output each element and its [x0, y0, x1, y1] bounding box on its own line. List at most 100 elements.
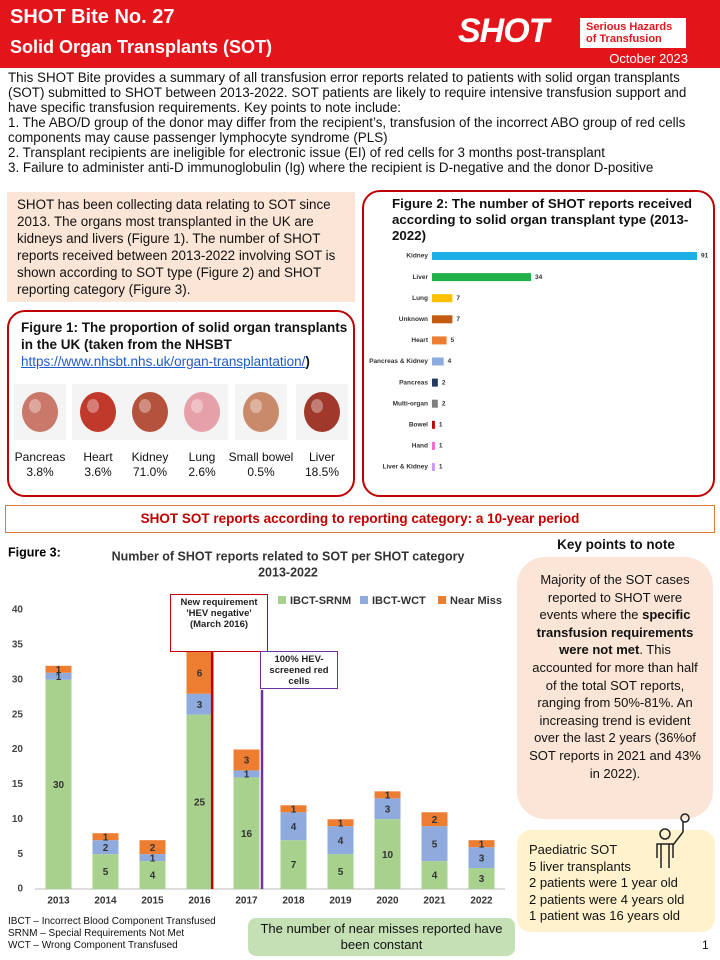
- organ-highlight: [87, 399, 99, 413]
- y-tick-label: 20: [12, 744, 24, 755]
- key-text: . This accounted for more than half of t…: [529, 642, 701, 781]
- value-label: 1: [439, 443, 443, 450]
- paediatric-line: 5 liver transplants: [529, 858, 631, 874]
- value-label: 1: [439, 464, 443, 471]
- y-tick-label: 35: [12, 640, 24, 651]
- bar-segment: [374, 819, 401, 889]
- bar-segment: [374, 791, 401, 799]
- bar-segment: [327, 826, 354, 855]
- y-tick-label: 40: [12, 605, 24, 616]
- footnote: IBCT – Incorrect Blood Component Transfu…: [8, 916, 216, 927]
- organ-percent: 2.6%: [188, 465, 216, 479]
- bar-segment: [374, 798, 401, 820]
- y-tick-label: 0: [17, 884, 23, 895]
- value-label: 34: [535, 274, 543, 281]
- paediatric-line: Paediatric SOT: [529, 842, 618, 857]
- bar-segment: [468, 868, 495, 889]
- legend-label: Near Miss: [450, 595, 502, 607]
- value-label: 3: [479, 853, 485, 864]
- value-label: 1: [291, 804, 297, 815]
- figure2-title: Figure 2: The number of SHOT reports rec…: [392, 196, 692, 243]
- bar-segment: [327, 854, 354, 889]
- organ-shape: [80, 392, 116, 432]
- bar-segment: [186, 714, 213, 889]
- bar-segment: [468, 840, 495, 848]
- value-label: 4: [432, 871, 438, 882]
- bar-segment: [233, 770, 260, 778]
- value-label: 2: [150, 843, 156, 854]
- bar: [432, 441, 435, 450]
- value-label: 2: [442, 379, 446, 386]
- intro-point: 1. The ABO/D group of the donor may diff…: [8, 115, 686, 145]
- chart-subtitle: 2013-2022: [258, 565, 318, 579]
- organ-icon: [235, 384, 287, 440]
- bar: [432, 378, 438, 387]
- value-label: 1: [338, 818, 344, 829]
- organ-percent: 3.6%: [84, 465, 112, 479]
- value-label: 2: [103, 843, 109, 854]
- category-label: Pancreas: [399, 379, 428, 386]
- figure2: Figure 2: The number of SHOT reports rec…: [362, 190, 715, 497]
- legend-swatch: [278, 596, 286, 604]
- organ-highlight: [311, 399, 323, 413]
- value-label: 3: [479, 874, 485, 885]
- organ-icon: [14, 384, 66, 440]
- legend-label: IBCT-SRNM: [290, 595, 351, 607]
- legend-swatch: [438, 596, 446, 604]
- x-tick-label: 2013: [47, 896, 70, 907]
- x-tick-label: 2016: [188, 896, 211, 907]
- intro-point: 2. Transplant recipients are ineligible …: [8, 145, 605, 160]
- value-label: 5: [338, 867, 344, 878]
- category-label: Heart: [411, 337, 428, 344]
- x-tick-label: 2015: [141, 896, 164, 907]
- bar: [432, 399, 438, 408]
- x-tick-label: 2018: [282, 896, 305, 907]
- link[interactable]: https://www.nhsbt.nhs.uk/organ-transplan…: [21, 354, 306, 369]
- banner: SHOT SOT reports according to reporting …: [5, 505, 715, 533]
- key-text: Majority of the SOT cases reported to SH…: [539, 572, 690, 623]
- bar-segment: [280, 812, 307, 841]
- organ-highlight: [250, 399, 262, 413]
- bar-segment: [421, 812, 448, 827]
- value-label: 7: [291, 860, 297, 871]
- bar-segment: [233, 749, 260, 771]
- organ-name: Liver: [308, 450, 335, 464]
- bar: [432, 420, 435, 429]
- organ-icon: [176, 384, 228, 440]
- category-label: Pancreas & Kidney: [369, 358, 428, 365]
- value-label: 3: [385, 804, 391, 815]
- value-label: 5: [432, 839, 438, 850]
- organ-name: Small bowel: [228, 450, 294, 464]
- date: October 2023: [609, 51, 688, 66]
- value-label: 1: [56, 672, 62, 683]
- category-label: Unknown: [399, 316, 428, 323]
- annotation: 100% HEV-screened red cells: [260, 651, 338, 689]
- value-label: 91: [701, 253, 709, 260]
- paediatric: Paediatric SOT 5 liver transplants 2 pat…: [517, 813, 715, 932]
- x-tick-label: 2019: [329, 896, 352, 907]
- value-label: 30: [53, 780, 65, 791]
- page-number: 1: [702, 938, 709, 952]
- y-tick-label: 5: [17, 849, 23, 860]
- bar: [432, 357, 444, 366]
- category-label: Bowel: [409, 422, 428, 429]
- figure1-title-text: Figure 1: The proportion of solid organ …: [21, 320, 348, 352]
- x-tick-label: 2021: [423, 896, 446, 907]
- value-label: 1: [150, 853, 156, 864]
- category-label: Multi-organ: [393, 400, 428, 407]
- organ-highlight: [139, 399, 151, 413]
- organ-icon: [124, 384, 176, 440]
- footnote: SRNM – Special Requirements Not Met: [8, 928, 185, 939]
- value-label: 1: [56, 665, 62, 676]
- bar-segment: [92, 833, 119, 841]
- value-label: 5: [103, 867, 109, 878]
- value-label: 4: [338, 836, 344, 847]
- organ-icon: [72, 384, 124, 440]
- bar-segment: [468, 847, 495, 869]
- organ-shape: [22, 392, 58, 432]
- figure1: Figure 1: The proportion of solid organ …: [7, 310, 355, 497]
- x-tick-label: 2014: [94, 896, 117, 907]
- y-tick-label: 10: [12, 814, 24, 825]
- organ-name: Heart: [83, 450, 113, 464]
- paediatric-line: 2 patients were 1 year old: [529, 875, 678, 890]
